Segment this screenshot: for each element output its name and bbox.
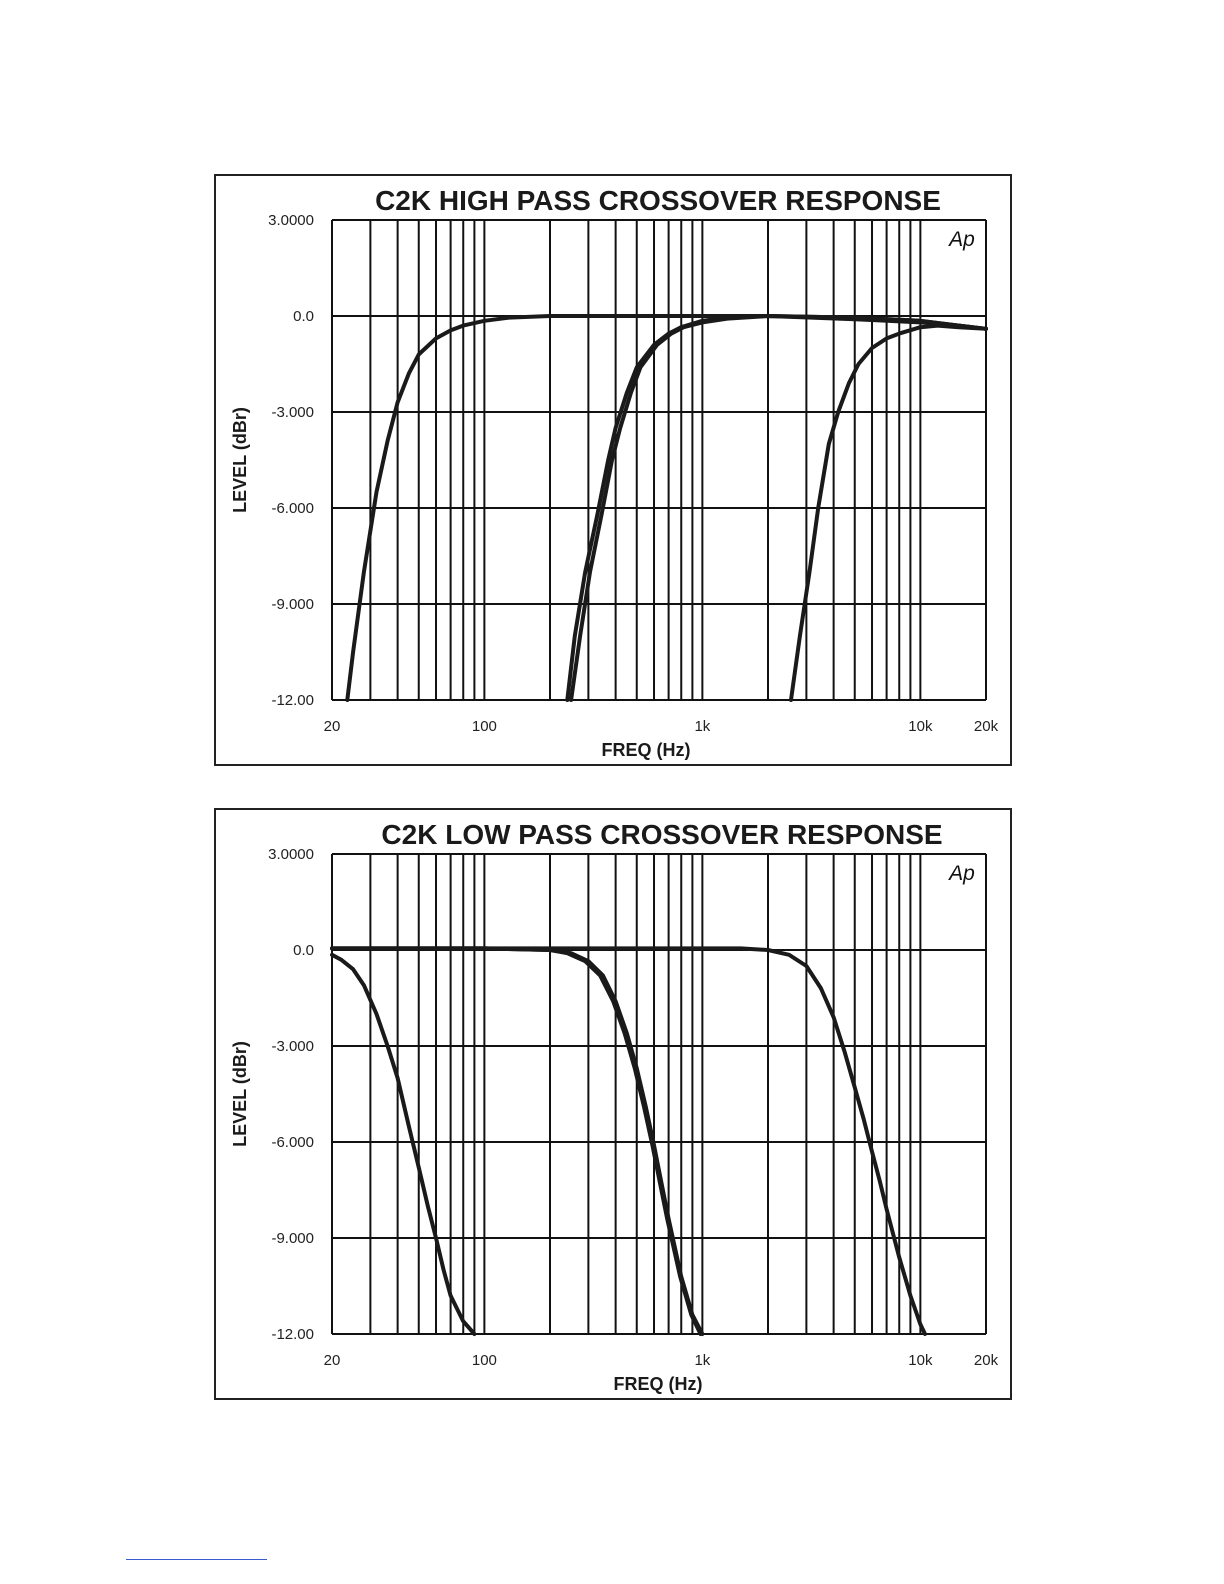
grid [331,219,987,701]
y-tick-label: -6.000 [271,1134,314,1151]
x-tick-label: 10k [908,718,933,735]
y-tick-label: 0.0 [293,942,314,959]
ap-logo: Ap [947,228,975,251]
chart-title: C2K LOW PASS CROSSOVER RESPONSE [381,819,942,850]
x-axis-label: FREQ (Hz) [614,1374,703,1394]
y-tick-label: -9.000 [271,596,314,613]
series-line-4 [789,323,988,702]
low-pass-chart: C2K LOW PASS CROSSOVER RESPONSE LEVEL (d… [214,808,1012,1400]
y-tick-label: 3.0000 [268,212,314,229]
x-tick-label: 20 [324,718,341,735]
y-tick-label: -6.000 [271,500,314,517]
x-tick-label: 1k [694,1352,710,1369]
y-tick-label: -12.00 [271,1326,314,1343]
chart-title: C2K HIGH PASS CROSSOVER RESPONSE [375,185,941,216]
x-tick-label: 20 [324,1352,341,1369]
series-line-1 [330,952,477,1336]
x-tick-label: 20k [974,718,999,735]
x-tick-label: 100 [472,718,497,735]
high-pass-chart-plot: C2K HIGH PASS CROSSOVER RESPONSE LEVEL (… [230,185,999,760]
y-tick-label: -3.000 [271,1038,314,1055]
y-tick-label: -12.00 [271,692,314,709]
x-axis-label: FREQ (Hz) [602,740,691,760]
x-tick-label: 20k [974,1352,999,1369]
series-line-3 [569,314,988,702]
y-tick-label: -9.000 [271,1230,314,1247]
low-pass-chart-plot: C2K LOW PASS CROSSOVER RESPONSE LEVEL (d… [230,819,999,1394]
x-tick-label: 100 [472,1352,497,1369]
x-tick-label: 10k [908,1352,933,1369]
y-axis-label: LEVEL (dBr) [230,407,250,513]
series-line-3 [330,946,703,1336]
footer-link-underline[interactable] [126,1559,267,1560]
y-tick-label: 0.0 [293,308,314,325]
ap-logo: Ap [947,862,975,885]
x-tick-label: 1k [694,718,710,735]
y-tick-label: 3.0000 [268,846,314,863]
y-tick-label: -3.000 [271,404,314,421]
y-axis-label: LEVEL (dBr) [230,1041,250,1147]
series-line-4 [330,946,927,1336]
high-pass-chart: C2K HIGH PASS CROSSOVER RESPONSE LEVEL (… [214,174,1012,766]
grid [331,853,987,1335]
